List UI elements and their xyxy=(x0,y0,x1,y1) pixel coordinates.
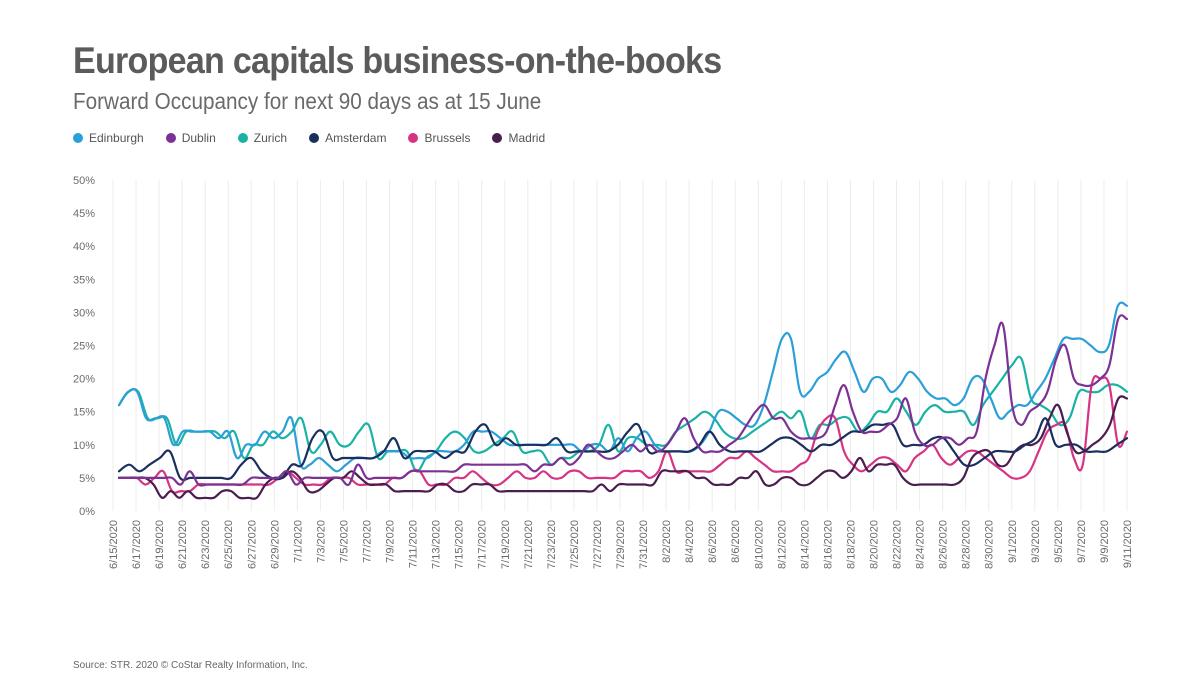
y-tick-label: 5% xyxy=(79,473,95,485)
x-tick-label: 9/5/2020 xyxy=(1053,520,1065,563)
y-tick-label: 25% xyxy=(73,341,95,353)
series-lines xyxy=(117,301,1129,500)
x-tick-label: 8/14/2020 xyxy=(799,520,811,569)
legend-item-dublin: Dublin xyxy=(165,131,216,145)
x-tick-label: 8/12/2020 xyxy=(776,520,788,569)
x-tick-label: 8/4/2020 xyxy=(684,520,696,563)
y-tick-label: 35% xyxy=(73,274,95,286)
y-tick-label: 10% xyxy=(73,440,95,452)
x-tick-label: 6/25/2020 xyxy=(223,520,235,569)
x-tick-label: 9/7/2020 xyxy=(1076,520,1088,563)
legend-label: Brussels xyxy=(424,131,471,145)
x-tick-label: 6/17/2020 xyxy=(131,520,143,569)
y-tick-label: 0% xyxy=(79,506,95,518)
x-tick-label: 8/2/2020 xyxy=(661,520,673,563)
legend-item-madrid: Madrid xyxy=(492,131,545,145)
legend: Edinburgh Dublin Zurich Amsterdam Brussels Ma… xyxy=(73,131,567,145)
y-tick-label: 40% xyxy=(73,241,95,253)
x-tick-label: 7/23/2020 xyxy=(546,520,558,569)
x-tick-label: 6/19/2020 xyxy=(154,520,166,569)
y-tick-label: 20% xyxy=(73,374,95,386)
x-tick-label: 8/28/2020 xyxy=(961,520,973,569)
chart-title: European capitals business-on-the-books xyxy=(73,40,722,81)
line-chart: 0% 5% 10% 15% 20% 25% 30% 35% 40% 45% 50% 6/15/2020… xyxy=(73,175,1134,569)
source-note: Source: STR. 2020 © CoStar Realty Inform… xyxy=(73,660,308,671)
x-tick-label: 8/6/2020 xyxy=(730,520,742,563)
legend-swatch xyxy=(408,133,419,143)
legend-item-edinburgh: Edinburgh xyxy=(73,131,144,145)
x-axis: 6/15/2020 6/17/2020 6/19/2020 6/21/2020 6/23… xyxy=(108,520,1134,569)
x-tick-label: 7/13/2020 xyxy=(431,520,443,569)
x-tick-label: 7/7/2020 xyxy=(362,520,374,563)
series-line-madrid xyxy=(117,395,1129,500)
x-tick-label: 8/24/2020 xyxy=(915,520,927,569)
x-tick-label: 7/29/2020 xyxy=(615,520,627,569)
legend-swatch xyxy=(165,133,176,143)
x-tick-label: 8/10/2020 xyxy=(753,520,765,569)
x-tick-label: 7/3/2020 xyxy=(315,520,327,563)
legend-swatch xyxy=(309,133,320,143)
x-tick-label: 7/25/2020 xyxy=(569,520,581,569)
x-tick-label: 7/31/2020 xyxy=(638,520,650,569)
legend-item-zurich: Zurich xyxy=(237,131,288,145)
x-tick-label: 9/1/2020 xyxy=(1007,520,1019,563)
y-tick-label: 30% xyxy=(73,307,95,319)
series-line-dublin xyxy=(117,314,1129,487)
x-tick-label: 9/3/2020 xyxy=(1030,520,1042,563)
x-tick-label: 6/21/2020 xyxy=(177,520,189,569)
legend-label: Edinburgh xyxy=(89,131,144,145)
x-tick-label: 8/18/2020 xyxy=(845,520,857,569)
y-tick-label: 15% xyxy=(73,407,95,419)
y-tick-label: 50% xyxy=(73,175,95,187)
x-tick-label: 8/20/2020 xyxy=(869,520,881,569)
x-tick-label: 6/29/2020 xyxy=(269,520,281,569)
x-tick-label: 8/26/2020 xyxy=(938,520,950,569)
x-tick-label: 6/15/2020 xyxy=(108,520,120,569)
x-tick-label: 6/27/2020 xyxy=(246,520,258,569)
legend-item-amsterdam: Amsterdam xyxy=(309,131,386,145)
y-tick-label: 45% xyxy=(73,208,95,220)
x-tick-label: 7/21/2020 xyxy=(523,520,535,569)
x-tick-label: 9/9/2020 xyxy=(1099,520,1111,563)
x-tick-label: 7/11/2020 xyxy=(408,520,420,568)
x-tick-label: 7/17/2020 xyxy=(477,520,489,569)
legend-swatch xyxy=(492,133,503,143)
y-axis: 0% 5% 10% 15% 20% 25% 30% 35% 40% 45% 50% xyxy=(73,175,95,518)
x-tick-label: 7/5/2020 xyxy=(338,520,350,563)
legend-label: Madrid xyxy=(508,131,546,145)
x-tick-label: 8/30/2020 xyxy=(984,520,996,569)
legend-label: Amsterdam xyxy=(325,131,387,145)
x-tick-label: 9/11/2020 xyxy=(1122,520,1134,568)
legend-item-brussels: Brussels xyxy=(408,131,470,145)
x-tick-label: 7/19/2020 xyxy=(500,520,512,569)
x-tick-label: 8/22/2020 xyxy=(892,520,904,569)
gridlines xyxy=(112,180,1128,511)
x-tick-label: 7/1/2020 xyxy=(292,520,304,563)
legend-label: Zurich xyxy=(253,131,288,145)
x-tick-label: 7/15/2020 xyxy=(454,520,466,569)
legend-swatch xyxy=(73,133,83,143)
x-tick-label: 7/9/2020 xyxy=(385,520,397,563)
x-tick-label: 7/27/2020 xyxy=(592,520,604,569)
x-tick-label: 6/23/2020 xyxy=(200,520,212,569)
x-tick-label: 8/6/2020 xyxy=(707,520,719,563)
x-tick-label: 8/16/2020 xyxy=(822,520,834,569)
legend-label: Dublin xyxy=(181,131,216,145)
chart-subtitle: Forward Occupancy for next 90 days as at… xyxy=(73,88,542,114)
legend-swatch xyxy=(237,133,248,143)
series-line-edinburgh xyxy=(117,301,1129,473)
